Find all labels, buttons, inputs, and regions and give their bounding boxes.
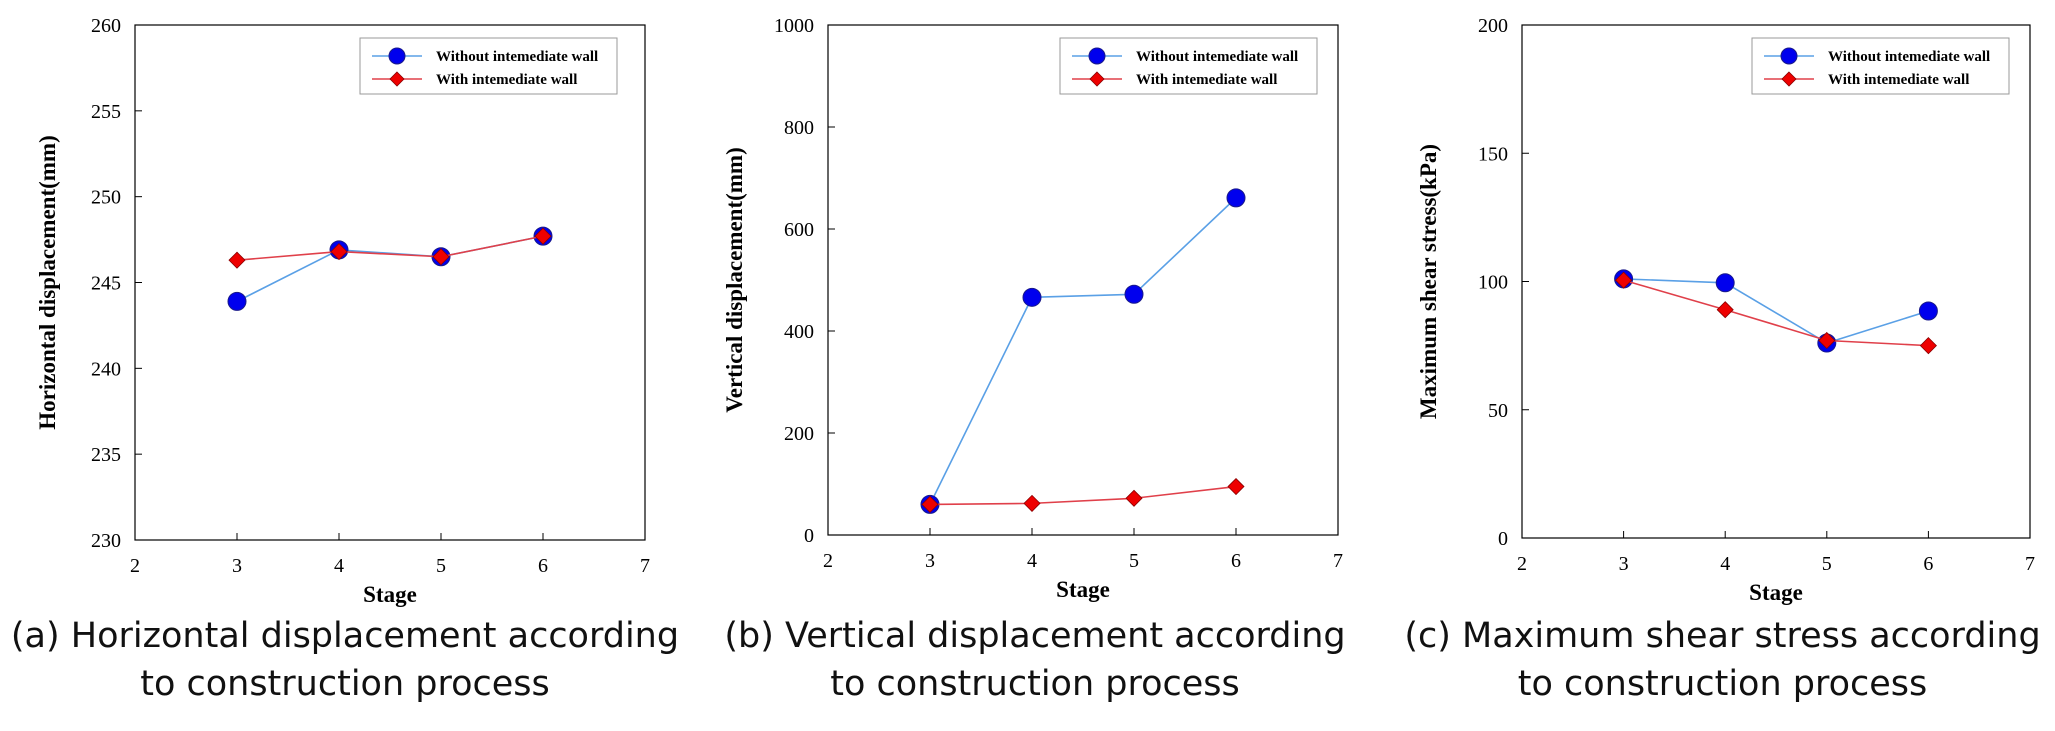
data-point-without: [1022, 287, 1042, 307]
x-tick-label: 3: [925, 550, 935, 572]
y-tick-label: 50: [1488, 400, 1508, 422]
caption-horizontal: (a) Horizontal displacement according to…: [10, 616, 680, 704]
legend-marker-without: [388, 47, 406, 65]
series-line-with: [929, 485, 1237, 506]
series-line-without: [929, 197, 1237, 505]
data-point-with: [1919, 337, 1937, 355]
x-tick-label: 4: [334, 555, 344, 577]
x-tick-label: 3: [232, 555, 242, 577]
y-tick-label: 400: [784, 321, 814, 343]
series-line-without: [1623, 278, 1929, 344]
y-tick-label: 230: [91, 530, 121, 552]
x-tick-label: 4: [1720, 553, 1730, 575]
y-axis-title: Horizontal displacement(mm): [35, 135, 60, 429]
x-axis-title: Stage: [363, 582, 417, 607]
x-axis-title: Stage: [1056, 577, 1110, 602]
x-tick-label: 2: [1517, 553, 1527, 575]
caption-shear: (c) Maximum shear stress according to co…: [1404, 616, 2041, 704]
series-line-with: [236, 235, 544, 261]
data-point-with: [1615, 271, 1633, 289]
legend-label: With intemediate wall: [1828, 72, 1969, 88]
chart-shear: 0 50 100 150 200 2 3 4 5 6 7 Stage Maximum shear str…: [1416, 15, 2035, 605]
data-point-without: [1226, 188, 1246, 208]
y-tick-label: 245: [91, 273, 121, 295]
y-tick-label: 0: [1498, 528, 1508, 550]
legend-box: [1751, 37, 2010, 95]
y-tick-label: 100: [1478, 272, 1508, 294]
y-tick-label: 250: [91, 187, 121, 209]
data-point-with: [1716, 301, 1734, 319]
x-tick-label: 6: [1231, 550, 1241, 572]
data-point-with: [1023, 494, 1041, 512]
data-point-with: [1125, 489, 1143, 507]
legend-label: Without intemediate wall: [436, 49, 598, 65]
x-tick-label: 2: [823, 550, 833, 572]
x-tick-label: 5: [436, 555, 446, 577]
plot-frame: [827, 24, 1339, 536]
data-point-with: [1227, 477, 1245, 496]
y-tick-label: 260: [91, 15, 121, 37]
x-tick-label: 6: [1923, 553, 1933, 575]
caption-vertical: (b) Vertical displacement according to c…: [724, 616, 1346, 704]
data-point-with: [432, 248, 450, 266]
x-tick-label: 2: [130, 555, 140, 577]
data-point-with: [921, 495, 939, 513]
data-point-with: [1818, 331, 1836, 350]
y-axis-title: Maximum shear stress(kPa): [1416, 144, 1441, 419]
y-tick-label: 600: [784, 219, 814, 241]
y-tick-label: 1000: [774, 15, 814, 37]
legend-marker-with: [1089, 71, 1105, 87]
legend-label: With intemediate wall: [1136, 72, 1277, 88]
data-point-without: [1715, 273, 1735, 293]
legend-box: [359, 37, 618, 95]
x-tick-label: 3: [1619, 553, 1629, 575]
legend-label: Without intemediate wall: [1136, 49, 1298, 65]
legend-marker-with: [1781, 71, 1797, 87]
legend-marker-without: [1780, 47, 1798, 65]
legend-marker-without: [1088, 47, 1106, 65]
x-tick-label: 7: [2025, 553, 2035, 575]
legend-marker-with: [389, 71, 405, 87]
chart-vertical: 0 200 400 600 800 1000 2 3 4 5 6 7 Stage Vertical dis…: [722, 15, 1343, 602]
y-tick-label: 800: [784, 117, 814, 139]
chart-horizontal: 230 235 240 245 250 255 260 2 3 4 5 6 7 Stage Horizont…: [35, 15, 650, 607]
x-tick-label: 4: [1027, 550, 1037, 572]
x-tick-label: 5: [1822, 553, 1832, 575]
data-point-without: [1918, 301, 1938, 321]
data-point-without: [227, 291, 247, 311]
x-axis-title: Stage: [1749, 580, 1803, 605]
x-tick-label: 7: [640, 555, 650, 577]
x-tick-label: 6: [538, 555, 548, 577]
series-line-with: [1623, 279, 1929, 347]
plot-frame: [1521, 24, 2031, 539]
y-tick-label: 150: [1478, 143, 1508, 165]
x-tick-label: 7: [1333, 550, 1343, 572]
y-tick-label: 255: [91, 101, 121, 123]
y-tick-label: 0: [804, 525, 814, 547]
legend-box: [1059, 37, 1318, 95]
y-axis-title: Vertical displacement(mm): [722, 147, 747, 413]
data-point-with: [330, 243, 348, 261]
y-tick-label: 200: [1478, 15, 1508, 37]
legend-label: Without intemediate wall: [1828, 49, 1990, 65]
data-point-without: [1124, 284, 1144, 304]
data-point-with: [228, 251, 246, 269]
y-tick-label: 200: [784, 423, 814, 445]
data-point-with: [534, 227, 552, 245]
legend-label: With intemediate wall: [436, 72, 577, 88]
x-tick-label: 5: [1129, 550, 1139, 572]
y-tick-label: 235: [91, 444, 121, 466]
y-tick-label: 240: [91, 358, 121, 380]
